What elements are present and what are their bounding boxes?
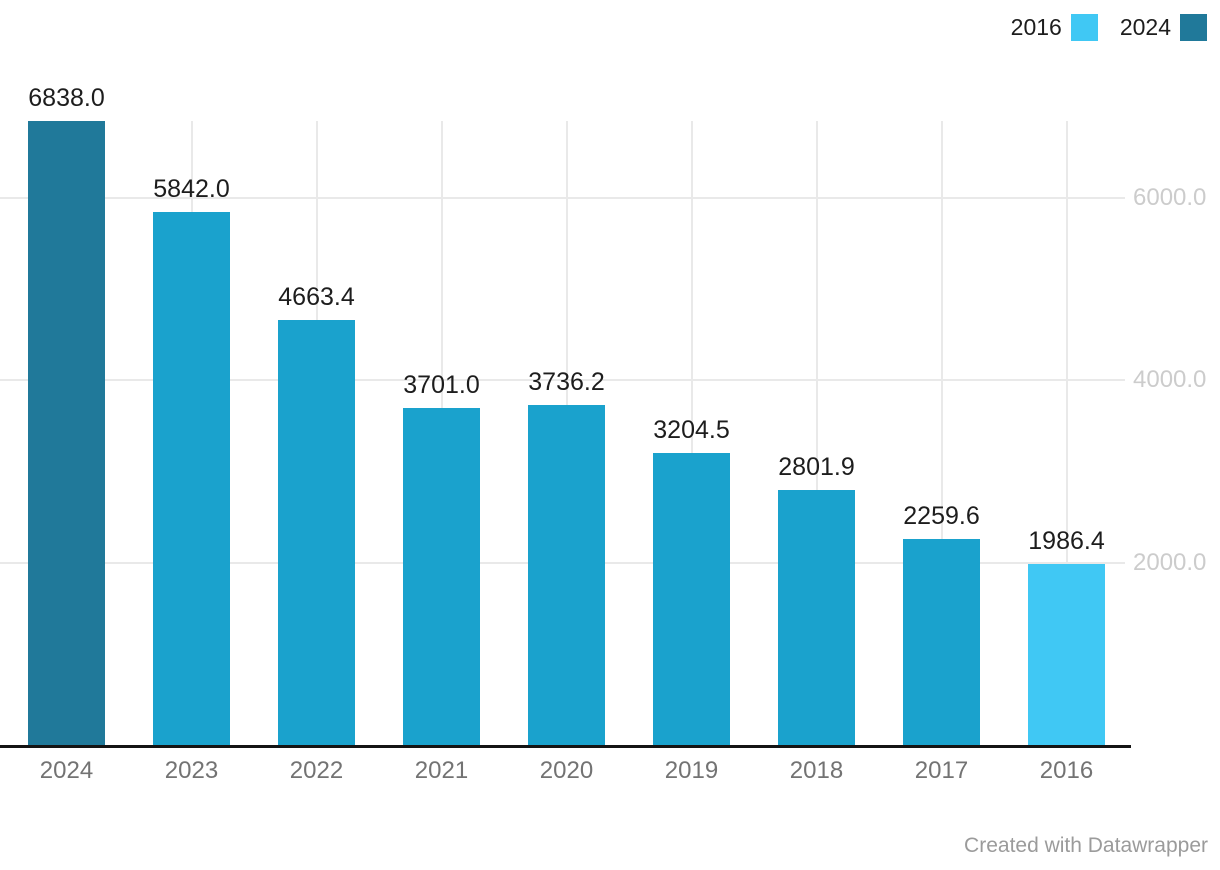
legend-label-2024: 2024 (1119, 14, 1171, 40)
bar-2017 (903, 539, 980, 746)
x-tick-label-2017: 2017 (914, 757, 969, 784)
x-tick-label-2024: 2024 (39, 757, 94, 784)
v-gridline-2018 (815, 121, 818, 746)
v-gridline-2017 (940, 121, 943, 746)
legend-label-2016: 2016 (1010, 14, 1062, 40)
x-axis-line (0, 745, 1131, 748)
x-tick-label-2016: 2016 (1039, 757, 1094, 784)
bar-2018 (778, 490, 855, 746)
h-gridline-6000.0 (0, 196, 1125, 199)
bar-2023 (153, 212, 230, 746)
value-label-2023: 5842.0 (153, 175, 230, 203)
value-label-2022: 4663.4 (278, 283, 355, 311)
y-tick-label: 6000.0 (1133, 183, 1207, 211)
y-tick-label: 2000.0 (1133, 549, 1207, 577)
v-gridline-2016 (1065, 121, 1068, 746)
x-tick-label-2019: 2019 (664, 757, 719, 784)
bar-2016 (1028, 564, 1105, 746)
bar-2019 (653, 453, 730, 746)
datawrapper-credit: Created with Datawrapper (964, 834, 1208, 857)
value-label-2021: 3701.0 (403, 371, 480, 399)
x-tick-label-2022: 2022 (289, 757, 344, 784)
x-tick-label-2021: 2021 (414, 757, 469, 784)
x-tick-label-2020: 2020 (539, 757, 594, 784)
value-label-2020: 3736.2 (528, 368, 605, 396)
v-gridline-2019 (690, 121, 693, 746)
bar-2021 (403, 408, 480, 746)
x-tick-label-2023: 2023 (164, 757, 219, 784)
value-label-2018: 2801.9 (778, 453, 855, 481)
legend-swatch-2024 (1180, 14, 1207, 41)
value-label-2024: 6838.0 (28, 84, 105, 112)
value-label-2019: 3204.5 (653, 416, 730, 444)
bar-2024 (28, 121, 105, 746)
value-label-2017: 2259.6 (903, 502, 980, 530)
bar-2020 (528, 405, 605, 746)
legend-item-2024: 2024 (1120, 14, 1207, 41)
bar-2022 (278, 320, 355, 746)
h-gridline-4000.0 (0, 379, 1125, 382)
legend: 2016 2024 (1011, 14, 1207, 41)
value-label-2016: 1986.4 (1028, 527, 1105, 555)
y-tick-label: 4000.0 (1133, 366, 1207, 394)
legend-item-2016: 2016 (1011, 14, 1098, 41)
legend-swatch-2016 (1070, 14, 1098, 41)
x-tick-label-2018: 2018 (789, 757, 844, 784)
